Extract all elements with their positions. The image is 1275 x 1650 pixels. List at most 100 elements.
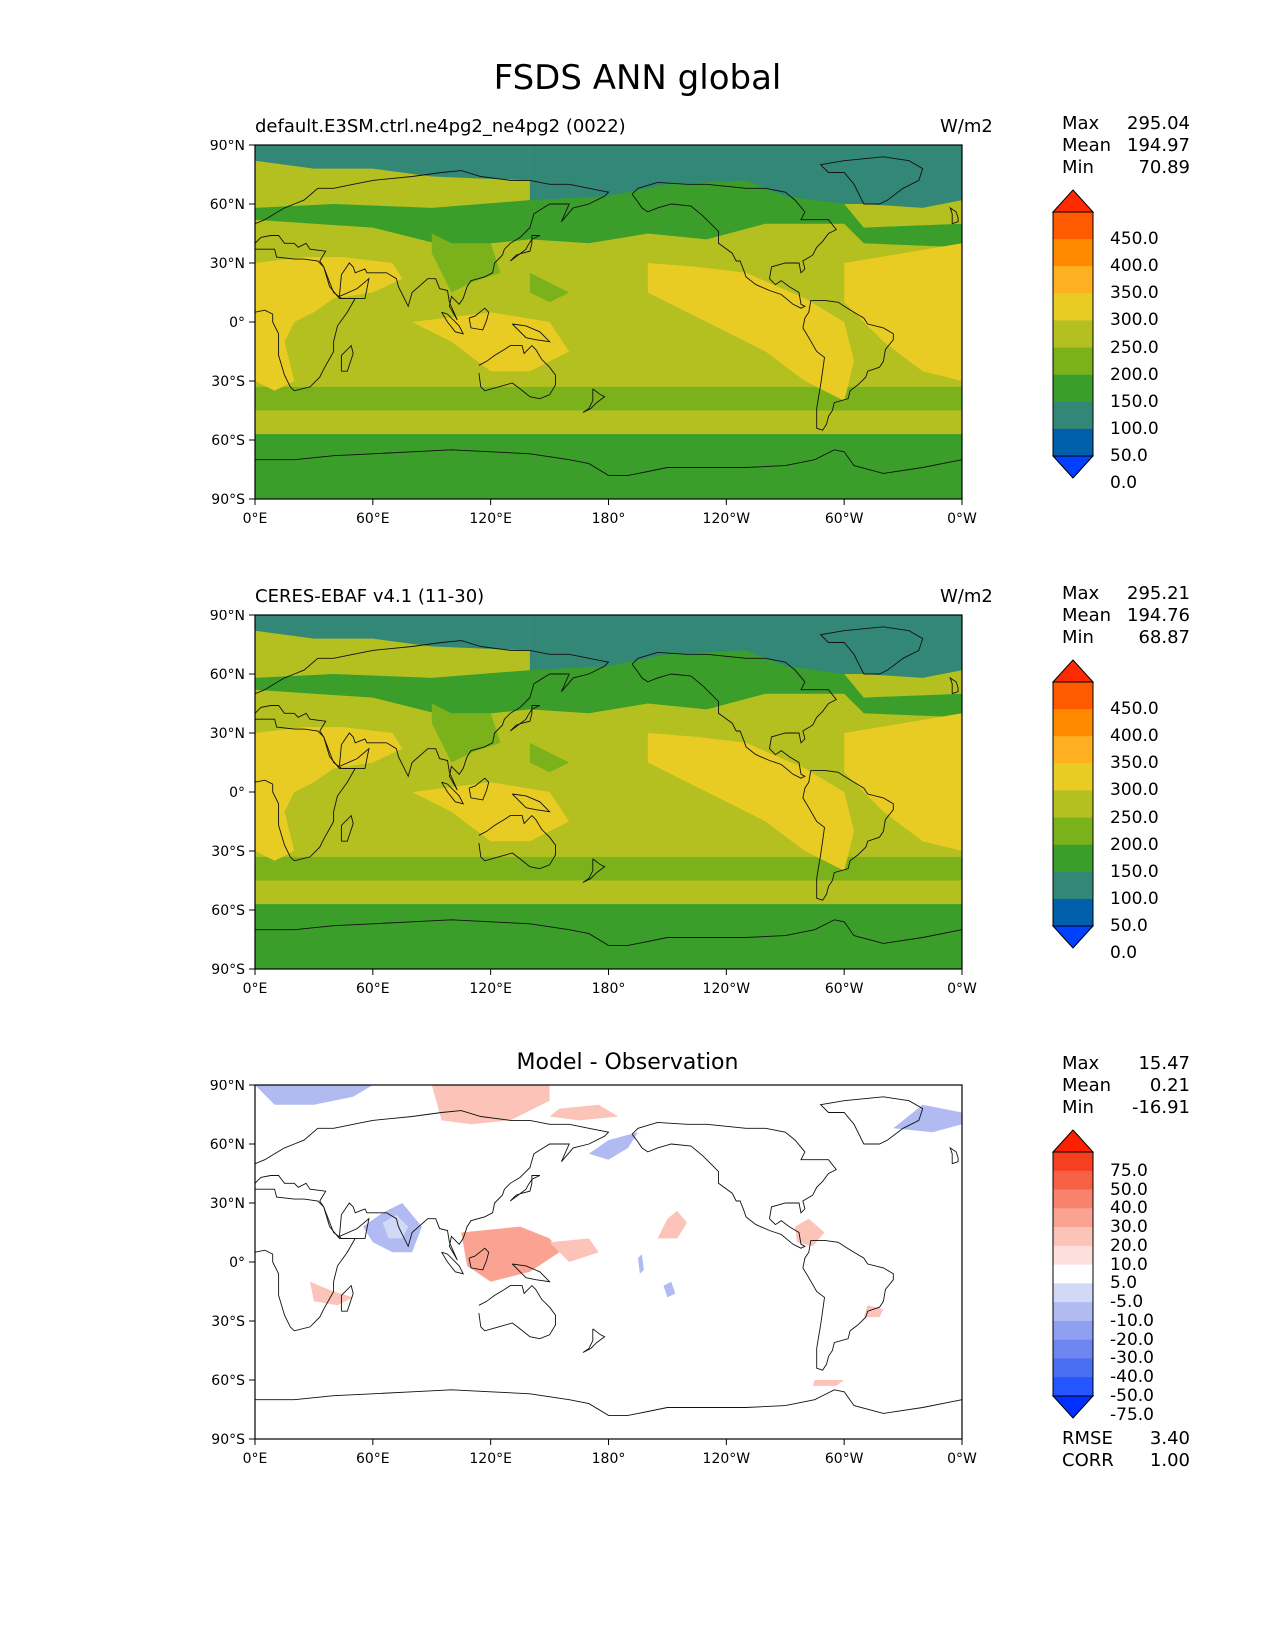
colorbar-label: 40.0 <box>1110 1198 1148 1219</box>
colorbar-band <box>1053 212 1093 240</box>
coastline <box>340 1284 354 1312</box>
coastline <box>631 181 837 309</box>
coastline <box>478 814 556 870</box>
lat-tick-label: 30°S <box>211 374 245 390</box>
contour-region <box>549 1238 599 1262</box>
colorbar-label: 100.0 <box>1110 418 1159 439</box>
coastline <box>819 626 924 675</box>
contour-region <box>893 1104 962 1133</box>
stat-label: Min <box>1062 1097 1094 1118</box>
colorbar-label: -20.0 <box>1110 1329 1154 1350</box>
contour-region <box>647 263 854 401</box>
coastline <box>340 814 354 842</box>
lat-tick-label: 60°S <box>211 903 245 919</box>
model-panel: default.E3SM.ctrl.ne4pg2_ne4pg2 (0022) W… <box>0 110 1275 550</box>
lon-tick-label: 120°E <box>469 511 512 527</box>
contour-region <box>657 1210 688 1239</box>
coastline <box>631 1121 837 1249</box>
lon-tick-label: 120°E <box>469 1451 512 1467</box>
contour-region <box>255 386 962 411</box>
metric-value: 3.40 <box>1149 1428 1190 1449</box>
colorbar-label: 400.0 <box>1110 256 1159 277</box>
coastline <box>631 651 837 779</box>
coastline <box>255 640 610 791</box>
lat-tick-label: 90°S <box>211 962 245 978</box>
colorbar-label: 10.0 <box>1110 1254 1148 1275</box>
lon-tick-label: 60°E <box>356 981 390 997</box>
lat-tick-label: 30°N <box>210 726 245 742</box>
lat-tick-label: 60°S <box>211 433 245 449</box>
colorbar-band <box>1053 293 1093 321</box>
colorbar-label: 100.0 <box>1110 888 1159 909</box>
colorbar-label: -5.0 <box>1110 1292 1144 1313</box>
colorbar-extend-top <box>1051 659 1095 683</box>
stat-value: 295.21 <box>1127 583 1190 604</box>
colorbar-label: -10.0 <box>1110 1310 1154 1331</box>
lat-tick-label: 90°S <box>211 1432 245 1448</box>
colorbar-band <box>1053 1377 1093 1397</box>
colorbar-label: 0.0 <box>1110 473 1138 494</box>
coastline <box>255 718 356 862</box>
colorbar-band <box>1053 1320 1093 1341</box>
contour-region <box>255 904 962 969</box>
colorbar-label: 350.0 <box>1110 283 1159 304</box>
coastline <box>255 919 962 946</box>
colorbar-label: 0.0 <box>1110 943 1138 964</box>
coastline <box>509 705 540 732</box>
colorbar-band <box>1053 790 1093 819</box>
colorbar-band <box>1053 871 1093 900</box>
colorbar-label: 250.0 <box>1110 337 1159 358</box>
colorbar-label: 5.0 <box>1110 1273 1138 1294</box>
coastline <box>478 1284 556 1340</box>
colorbar-label: -50.0 <box>1110 1386 1154 1406</box>
metrics-box: RMSE 3.40 CORR 1.00 <box>1062 1428 1190 1472</box>
lat-tick-label: 30°S <box>211 1314 245 1330</box>
contour-region <box>431 703 501 763</box>
colorbar-label: -40.0 <box>1110 1367 1154 1388</box>
metric-label: RMSE <box>1062 1428 1113 1449</box>
colorbar-band <box>1053 1358 1093 1378</box>
colorbar-frame <box>1052 681 1094 927</box>
coastline <box>468 777 490 801</box>
contour-region <box>255 615 530 651</box>
lat-tick-label: 90°N <box>210 610 245 624</box>
colorbar-band <box>1053 898 1093 927</box>
stat-label: Min <box>1062 157 1094 178</box>
colorbar-extend-bottom <box>1051 1395 1095 1419</box>
coastline <box>340 344 354 372</box>
contour-region <box>812 1380 845 1386</box>
lon-tick-label: 180° <box>592 1451 626 1467</box>
colorbar-band <box>1053 1302 1093 1322</box>
coastline <box>802 1239 894 1371</box>
colorbar-extend-top <box>1051 1129 1095 1153</box>
map-field <box>255 615 962 969</box>
coastline <box>511 1263 551 1283</box>
contour-region <box>844 243 962 381</box>
observation-map: 90°N 60°N 30°N 0° 30°S 60°S 90°S 0°E 60°E 120°E 18… <box>210 610 977 997</box>
colorbar-label: 300.0 <box>1110 780 1159 801</box>
colorbar-label: 250.0 <box>1110 807 1159 828</box>
panel-units: W/m2 <box>940 586 993 607</box>
coastline <box>511 793 551 813</box>
colorbar-band <box>1053 401 1093 430</box>
coastline <box>819 1096 924 1145</box>
stat-value: 0.21 <box>1149 1075 1190 1096</box>
lon-tick-label: 0°E <box>243 511 268 527</box>
metric-label: CORR <box>1062 1450 1114 1471</box>
lon-tick-label: 180° <box>592 511 626 527</box>
colorbar-band <box>1053 1189 1093 1209</box>
observation-panel: CERES-EBAF v4.1 (11-30) W/m2 Max 295.21 M… <box>0 580 1275 1020</box>
lat-tick-label: 90°N <box>210 1080 245 1094</box>
colorbar-band <box>1053 347 1093 376</box>
contour-region <box>638 1254 644 1274</box>
contour-region <box>255 856 962 881</box>
contour-region <box>529 272 570 303</box>
stat-value: 15.47 <box>1138 1053 1190 1074</box>
panel-title-center: Model - Observation <box>516 1050 739 1075</box>
colorbar-band <box>1053 682 1093 710</box>
colorbar-band <box>1053 1264 1093 1284</box>
contour-region <box>863 1305 884 1318</box>
colorbar-band <box>1053 1152 1093 1172</box>
stat-value: 194.76 <box>1127 605 1190 626</box>
colorbar <box>1051 189 1095 479</box>
